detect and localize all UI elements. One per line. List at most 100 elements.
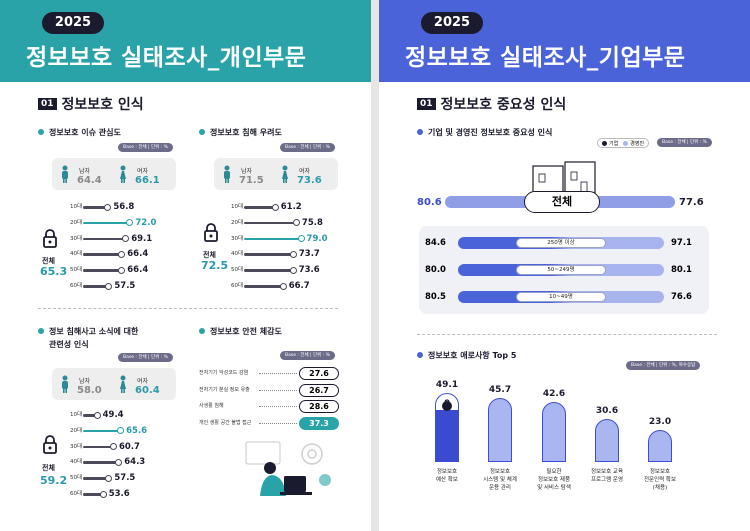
difficulty-title: 정보보호 애로사항 Top 5: [417, 349, 516, 362]
age-label: 30대: [70, 235, 83, 242]
bar-end-marker: [110, 443, 117, 451]
total-value: 65.3: [40, 265, 68, 278]
base-unit-badge: Base : 전체 | 단위 : %: [280, 351, 335, 360]
base-unit-badge: Base : 전체 | 단위 : %: [280, 143, 335, 152]
female-label: 여자: [299, 168, 311, 175]
age-label: 40대: [70, 459, 83, 466]
age-label: 20대: [70, 219, 83, 226]
safety-row: 사생활 침해 28.6: [199, 400, 339, 413]
bullet-icon: [417, 129, 423, 135]
bullet-icon: [199, 328, 205, 334]
age-bar: [83, 221, 130, 225]
age-value: 60.7: [119, 441, 140, 452]
difficulty-label: 정보보호 전문인력 확보 (채용): [643, 469, 677, 491]
bar-end-marker: [105, 474, 113, 482]
safety-row: 개인 생활 공간 불법 접근 37.3: [199, 416, 339, 430]
age-value: 66.4: [127, 265, 149, 276]
section-divider: [417, 334, 717, 335]
age-bar-row: 60대 57.5: [70, 281, 195, 291]
difficulty-bar: [648, 429, 672, 462]
bullet-icon: [199, 129, 205, 135]
bar-end-marker: [104, 203, 112, 211]
age-value: 57.5: [114, 281, 136, 291]
gender-box: [52, 158, 176, 190]
age-label: 20대: [231, 219, 244, 226]
male-value: 71.5: [239, 175, 264, 186]
bar-end-marker: [289, 250, 297, 258]
bar-end-marker: [115, 458, 123, 466]
age-bar: [244, 237, 301, 241]
company-value: 80.5: [425, 292, 446, 302]
age-value: 75.8: [301, 217, 323, 228]
age-value: 73.7: [298, 249, 320, 260]
age-label: 30대: [231, 235, 244, 242]
age-bar-row: 10대 56.8: [70, 202, 195, 212]
safety-label: 전자기기 악성코드 감염: [199, 370, 249, 376]
difficulty-value: 49.1: [435, 380, 459, 391]
dotted-leader: [259, 406, 297, 407]
legend: 기업 경영진: [597, 138, 650, 148]
male-value: 64.4: [77, 175, 102, 186]
company-value: 84.6: [425, 238, 446, 248]
relevance-title: 정보 침해사고 소식에 대한 관련성 인식: [38, 325, 179, 351]
safety-row: 전자기기 분실 정보 유출 26.7: [199, 383, 339, 397]
age-bar: [83, 445, 113, 449]
age-value: 79.0: [306, 233, 328, 244]
age-bar: [244, 206, 275, 209]
age-bar: [83, 269, 122, 272]
difficulty-label: 정보보호 교육 프로그램 운영: [590, 469, 624, 483]
bar-end-marker: [93, 411, 101, 419]
age-label: 50대: [70, 267, 83, 274]
age-bar: [244, 269, 293, 272]
coin-lock-icon: [442, 399, 452, 412]
difficulty-label: 정보보호 시스템 및 체계 운용 관리: [483, 469, 517, 491]
difficulty-label: 필요한 정보보호 제품 및 서비스 탐색: [537, 469, 571, 491]
age-value: 57.5: [114, 473, 136, 484]
safety-value: 28.6: [299, 400, 339, 413]
total-value: 72.5: [201, 259, 229, 272]
female-person-icon: [282, 165, 288, 183]
age-label: 20대: [70, 427, 83, 434]
bar-end-marker: [118, 250, 126, 258]
importance-title: 기업 및 경영진 정보보호 중요성 인식: [417, 126, 552, 139]
male-person-icon: [62, 375, 68, 393]
difficulty-value: 45.7: [488, 385, 512, 396]
dotted-leader: [259, 389, 297, 391]
female-value: 73.6: [297, 175, 322, 186]
age-bar-row: 50대 57.5: [70, 473, 195, 483]
exec-value: 97.1: [671, 238, 692, 248]
enterprise-survey-page: 2025 정보보호 실태조사_기업부문 01 정보보호 중요성 인식 기업 및 …: [379, 0, 750, 531]
exec-value: 76.6: [671, 292, 692, 302]
bar-end-marker: [279, 282, 287, 290]
size-row: 80.5 10~49명 76.6: [419, 291, 692, 303]
female-label: 여자: [137, 168, 149, 175]
gender-box: [214, 158, 338, 190]
age-label: 10대: [70, 412, 83, 418]
age-bar-row: 60대 53.6: [70, 489, 195, 499]
age-bar: [83, 414, 97, 417]
female-person-icon: [120, 375, 126, 393]
male-person-icon: [224, 165, 230, 183]
bar-end-marker: [105, 282, 113, 290]
bar-end-marker: [99, 490, 107, 498]
size-row: 84.6 250명 이상 97.1: [419, 237, 692, 249]
bar-end-marker: [117, 427, 125, 435]
difficulty-label: 정보보호 예산 확보: [436, 469, 458, 483]
age-value: 56.8: [113, 202, 135, 212]
age-value: 61.2: [280, 202, 302, 212]
age-bar-row: 10대 49.4: [70, 410, 195, 420]
difficulty-value: 23.0: [648, 416, 672, 427]
section-heading: 01 정보보호 인식: [38, 94, 144, 114]
dotted-leader: [259, 373, 297, 374]
section-heading: 01 정보보호 중요성 인식: [417, 94, 566, 114]
age-bar: [83, 477, 109, 480]
age-bar: [244, 221, 296, 225]
bar-end-marker: [118, 266, 126, 274]
total-label: 전체: [42, 257, 55, 265]
page-title: 정보보호 실태조사_개인부문: [26, 45, 307, 71]
age-value: 66.7: [288, 281, 310, 291]
safety-label: 사생활 침해: [199, 403, 224, 409]
size-label: 50~249명: [516, 265, 606, 275]
lock-icon: [204, 223, 218, 242]
bullet-icon: [38, 328, 44, 334]
